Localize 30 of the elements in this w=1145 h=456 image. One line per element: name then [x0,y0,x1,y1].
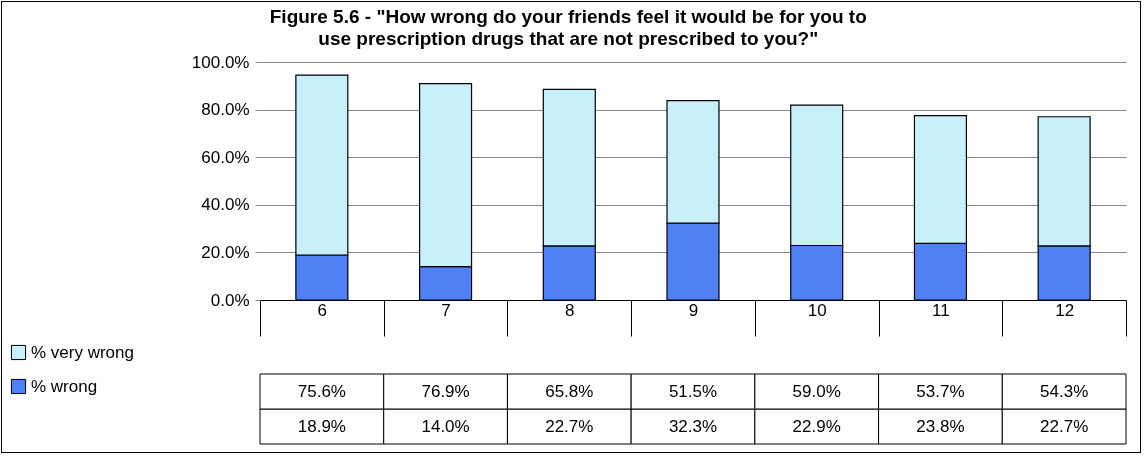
data-label: 14.0% [421,416,470,436]
y-tick-label: 40.0% [201,195,250,215]
x-tick-label: 12 [1055,300,1075,320]
data-label: 22.9% [792,416,841,436]
data-label: 18.9% [297,416,346,436]
data-label: 76.9% [421,381,470,401]
x-tick-label: 9 [688,300,699,320]
x-tick-label: 10 [807,300,827,320]
data-label: 54.3% [1040,381,1089,401]
y-tick-label: 100.0% [191,52,250,72]
data-label: 51.5% [668,381,718,401]
data-label: 75.6% [297,381,346,401]
legend-label: % very wrong [31,342,134,362]
y-tick-label: 0.0% [210,290,250,310]
x-tick-label: 6 [317,300,328,320]
data-label: 22.7% [1040,416,1089,436]
data-label: 23.8% [916,416,965,436]
y-tick-label: 80.0% [201,100,250,120]
chart-title: Figure 5.6 - "How wrong do your friends feel it would be for you to use prescription drugs that are not prescribed to you?" [269,6,867,49]
y-tick-label: 60.0% [201,147,250,167]
x-tick-label: 7 [441,300,451,320]
data-label: 22.7% [545,416,594,436]
data-label: 53.7% [916,381,965,401]
data-label: 32.3% [668,416,718,436]
x-tick-label: 8 [565,300,575,320]
data-label: 59.0% [792,381,841,401]
data-label: 65.8% [545,381,594,401]
y-tick-label: 20.0% [201,242,250,262]
legend-label: % wrong [31,376,98,396]
x-tick-label: 11 [932,300,950,320]
